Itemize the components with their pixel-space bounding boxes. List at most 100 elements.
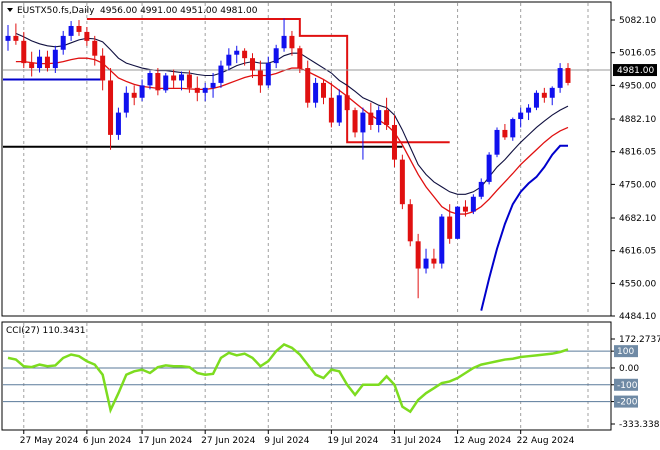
price-axis: 5082.10 5016.05 4950.00 4882.10 4816.05 4750.… [611,16,656,322]
candle-body [29,63,35,69]
cci-level-tag [614,395,638,408]
candle [179,71,185,91]
cci-tick-label: 172.2737 [619,335,660,345]
candle-body [470,196,476,212]
candle-body [344,95,350,111]
price-tick-label: 4882.10 [619,115,656,125]
price-panel-frame [1,1,612,317]
candle [313,77,319,108]
candle [21,31,27,69]
candle-body [92,40,98,56]
candle [423,248,429,274]
price-tick-label: 5016.05 [619,49,656,59]
candle [281,18,287,52]
candle-body [139,85,145,98]
symbol-label: EUSTX50.fs,Daily [17,6,95,16]
candle-body [281,35,287,49]
candle-body [186,74,192,88]
candle-body [44,56,50,69]
candle-body [171,75,177,81]
cci-line [7,342,569,414]
candle [478,178,484,200]
candle [407,199,413,247]
candle-body [242,50,248,59]
candle-body [510,119,516,138]
price-tick-label: 4816.05 [619,148,656,158]
candle-body [399,159,405,205]
candle [242,48,248,66]
candle-body [557,68,563,88]
candle-body [68,25,74,36]
candle [415,233,421,299]
candle [44,50,50,72]
candle-body [478,181,484,197]
candle-body [52,49,58,69]
candle [171,69,177,88]
candle [115,107,121,140]
candle [391,115,397,168]
candle-body [486,154,492,182]
candle [147,70,153,90]
candle [13,23,19,45]
candle [455,206,461,239]
cci-tick-label: 100 [617,347,634,357]
red-resistance-step-line [86,18,450,144]
candle-body [5,35,11,41]
candle [68,21,74,41]
cci-tick-label: -333.3385 [619,420,660,430]
candle [439,214,445,269]
candle [320,79,326,105]
candle-body [265,63,271,86]
candle-body [502,129,508,138]
candle-body [526,107,532,113]
ohlc-label: 4956.00 4991.00 4951.00 4981.00 [100,6,258,16]
candle-body [123,92,129,113]
price-tick-label: 4750.00 [619,180,656,190]
time-axis: 27 May 2024 6 Jun 2024 17 Jun 2024 27 Jun 2… [20,430,575,446]
time-tick-label: 17 Jun 2024 [138,436,192,446]
candle [502,123,508,140]
candle [494,127,500,158]
candle [297,45,303,74]
price-tick-label: 4550.00 [619,279,656,289]
candle [186,70,192,93]
dropdown-triangle-icon[interactable] [7,8,13,12]
candle [210,73,216,98]
candle-body [289,35,295,49]
candle [257,60,263,93]
candle-body [305,68,311,103]
candle [194,76,200,102]
candle [234,45,240,64]
cci-tick-label: 0.00 [619,364,639,374]
price-tick-label: 4616.05 [619,247,656,257]
candle-body [210,82,216,88]
time-tick-label: 27 Jun 2024 [201,436,255,446]
candle [462,200,468,217]
candle [218,60,224,88]
cci-level-tag [614,378,638,391]
candle [470,194,476,215]
candle-body [549,87,555,98]
price-tick-label: 4682.10 [619,214,656,224]
candle [399,154,405,210]
candle-body [320,82,326,98]
candle-body [131,92,137,98]
price-tick-label: 5082.10 [619,16,656,26]
cci-tick-label: -200 [617,398,638,408]
candle-body [76,25,82,32]
candle [431,248,437,269]
price-tick-label: 4484.10 [619,312,656,322]
candle [541,87,547,103]
candle [352,107,358,138]
candle-body [37,56,43,69]
candle-body [108,80,114,135]
cci-level-tag [614,345,638,358]
candle-body [155,73,161,91]
candle-body [423,258,429,269]
candle [265,56,271,88]
candle [486,152,492,185]
candle-body [415,241,421,269]
candle [360,107,366,160]
candle [52,45,58,74]
time-tick-label: 22 Aug 2024 [517,436,575,446]
